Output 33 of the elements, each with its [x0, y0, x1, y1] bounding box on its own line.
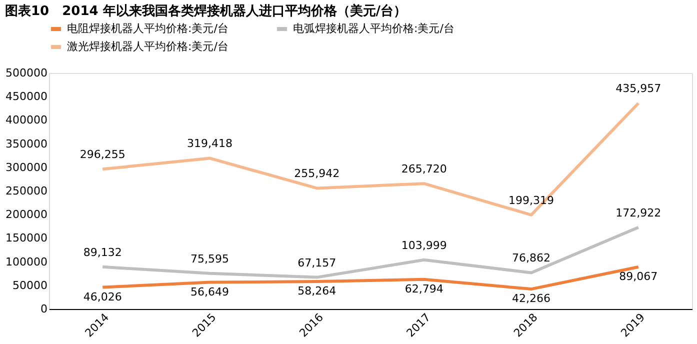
chart-title: 图表10 2014 年以来我国各类焊接机器人进口平均价格（美元/台）	[5, 3, 407, 19]
data-label: 58,264	[298, 284, 336, 298]
y-tick-label: 0	[40, 302, 48, 316]
data-label: 265,720	[401, 162, 447, 176]
y-tick-label: 50000	[12, 278, 48, 292]
legend-label: 电弧焊接机器人平均价格:美元/台	[293, 22, 454, 35]
data-label: 172,922	[616, 206, 662, 220]
y-tick-label: 500000	[6, 66, 48, 80]
y-tick-label: 450000	[6, 90, 48, 104]
data-label: 319,418	[187, 137, 232, 150]
y-tick-label: 400000	[6, 114, 48, 127]
data-label: 199,319	[508, 194, 554, 207]
data-label: 42,266	[512, 292, 550, 306]
legend-label: 电阻焊接机器人平均价格:美元/台	[67, 22, 228, 35]
data-label: 296,255	[80, 148, 126, 162]
data-label: 75,595	[190, 252, 229, 266]
data-label: 76,862	[512, 252, 550, 265]
y-tick-label: 100000	[6, 255, 48, 268]
data-label: 56,649	[190, 285, 229, 298]
y-tick-label: 250000	[6, 184, 48, 198]
legend-label: 激光焊接机器人平均价格:美元/台	[67, 40, 228, 53]
y-tick-label: 150000	[6, 232, 48, 245]
data-label: 62,794	[404, 282, 444, 296]
data-label: 46,026	[83, 290, 122, 304]
data-label: 435,957	[616, 82, 662, 96]
data-label: 67,157	[298, 256, 336, 270]
y-tick-label: 300000	[6, 160, 48, 174]
y-tick-label: 350000	[6, 137, 48, 150]
data-label: 89,132	[83, 246, 122, 259]
data-label: 89,067	[619, 270, 658, 283]
data-label: 103,999	[401, 238, 447, 252]
y-tick-label: 200000	[6, 208, 48, 222]
data-label: 255,942	[294, 167, 340, 180]
